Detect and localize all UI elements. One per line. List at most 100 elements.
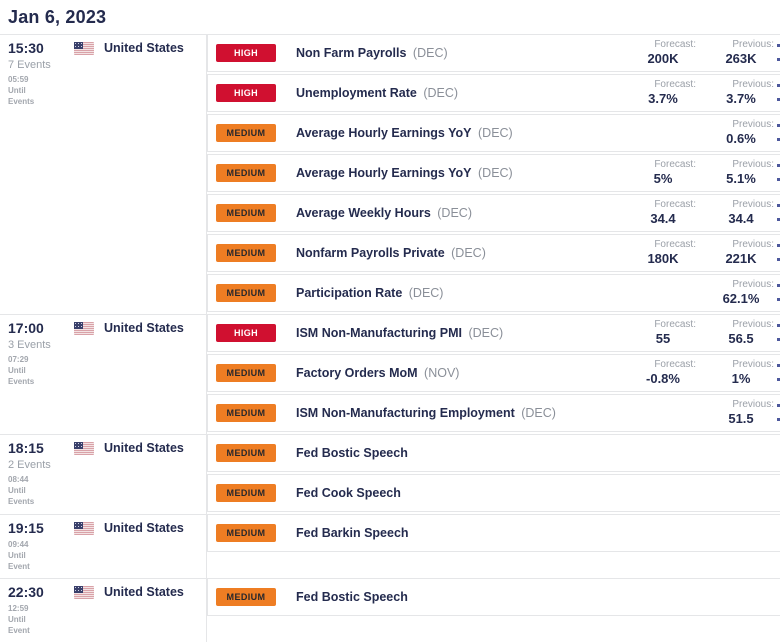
previous-cell: Previous: 56.5 (706, 319, 776, 346)
event-row[interactable]: MEDIUM Factory Orders MoM (NOV) Forecast… (207, 354, 780, 392)
importance-badge: MEDIUM (216, 204, 276, 222)
time-group: 15:30 United States 7 Events 05:59 Until… (0, 34, 780, 314)
time-row: 17:00 United States (8, 320, 198, 336)
forecast-cell: Forecast: 34.4 (628, 199, 698, 226)
importance-badge: MEDIUM (216, 124, 276, 142)
event-name: Non Farm Payrolls (296, 46, 407, 60)
forecast-value: 34.4 (650, 211, 676, 226)
event-period: (DEC) (517, 406, 556, 420)
group-until-1: Until (8, 615, 26, 624)
previous-value: 62.1% (722, 291, 760, 306)
event-row[interactable]: MEDIUM Average Hourly Earnings YoY (DEC)… (207, 114, 780, 152)
event-title[interactable]: Nonfarm Payrolls Private (DEC) (296, 246, 486, 260)
previous-value: 3.7% (726, 91, 756, 106)
previous-cell: Previous: 3.7% (706, 79, 776, 106)
event-period: (DEC) (405, 286, 444, 300)
forecast-cell: Forecast: -0.8% (628, 359, 698, 386)
event-row[interactable]: HIGH ISM Non-Manufacturing PMI (DEC) For… (207, 314, 780, 352)
event-name: Fed Bostic Speech (296, 590, 408, 604)
previous-cell: Previous: 263K (706, 39, 776, 66)
group-countdown: 08:44 (8, 475, 29, 484)
event-period: (DEC) (474, 166, 513, 180)
group-until-2: Event (8, 562, 30, 571)
event-title[interactable]: Non Farm Payrolls (DEC) (296, 46, 448, 60)
event-row[interactable]: MEDIUM Fed Bostic Speech (207, 578, 780, 616)
previous-value: 221K (725, 251, 757, 266)
event-title[interactable]: Fed Bostic Speech (296, 446, 408, 460)
group-time: 15:30 (8, 40, 44, 56)
importance-badge: MEDIUM (216, 588, 276, 606)
event-row[interactable]: MEDIUM Fed Cook Speech (207, 474, 780, 512)
previous-label: Previous: (732, 79, 774, 90)
event-title[interactable]: Fed Bostic Speech (296, 590, 408, 604)
flag-canton (74, 322, 83, 329)
time-cell: 18:15 United States 2 Events 08:44 Until… (0, 434, 207, 514)
event-title[interactable]: Participation Rate (DEC) (296, 286, 443, 300)
previous-label: Previous: (732, 359, 774, 370)
event-row[interactable]: MEDIUM ISM Non-Manufacturing Employment … (207, 394, 780, 432)
us-flag-icon (74, 522, 94, 535)
previous-cell: Previous: 221K (706, 239, 776, 266)
event-row[interactable]: HIGH Non Farm Payrolls (DEC) Forecast: 2… (207, 34, 780, 72)
event-row[interactable]: MEDIUM Fed Barkin Speech (207, 514, 780, 552)
group-countdown: 05:59 (8, 75, 29, 84)
event-title[interactable]: Average Weekly Hours (DEC) (296, 206, 472, 220)
event-cards: HIGH ISM Non-Manufacturing PMI (DEC) For… (207, 314, 780, 434)
group-countdown: 12:59 (8, 604, 29, 613)
us-flag-icon (74, 442, 94, 455)
forecast-value: 5% (653, 171, 673, 186)
previous-label: Previous: (732, 199, 774, 210)
page-header: Jan 6, 2023 (0, 0, 780, 34)
group-events-count: 7 Events (8, 59, 51, 71)
event-row[interactable]: MEDIUM Average Weekly Hours (DEC) Foreca… (207, 194, 780, 232)
group-until-1: Until (8, 86, 26, 95)
group-countdown: 07:29 (8, 355, 29, 364)
flag-canton (74, 586, 83, 593)
event-title[interactable]: Fed Barkin Speech (296, 526, 409, 540)
group-until-2: Events (8, 97, 35, 106)
event-period: (DEC) (464, 326, 504, 340)
event-row[interactable]: MEDIUM Fed Bostic Speech (207, 434, 780, 472)
event-period: (DEC) (474, 126, 513, 140)
group-events-count: 3 Events (8, 339, 51, 351)
time-cell: 19:15 United States 09:44 Until Event (0, 514, 207, 578)
forecast-value: 200K (647, 51, 679, 66)
event-title[interactable]: Fed Cook Speech (296, 486, 401, 500)
event-period: (DEC) (419, 86, 459, 100)
event-row[interactable]: MEDIUM Average Hourly Earnings YoY (DEC)… (207, 154, 780, 192)
previous-label: Previous: (732, 119, 774, 130)
importance-badge: MEDIUM (216, 524, 276, 542)
event-title[interactable]: ISM Non-Manufacturing PMI (DEC) (296, 326, 503, 340)
event-row[interactable]: MEDIUM Participation Rate (DEC) Previous… (207, 274, 780, 312)
forecast-cell: Forecast: 55 (628, 319, 698, 346)
group-until-2: Events (8, 377, 35, 386)
event-title[interactable]: Unemployment Rate (DEC) (296, 86, 458, 100)
forecast-cell: Forecast: 3.7% (628, 79, 698, 106)
group-country: United States (104, 321, 184, 335)
group-until-1: Until (8, 486, 26, 495)
event-name: Average Weekly Hours (296, 206, 431, 220)
page-title: Jan 6, 2023 (8, 7, 107, 27)
event-name: Nonfarm Payrolls Private (296, 246, 445, 260)
event-row[interactable]: HIGH Unemployment Rate (DEC) Forecast: 3… (207, 74, 780, 112)
forecast-label: Forecast: (654, 359, 696, 370)
event-row[interactable]: MEDIUM Nonfarm Payrolls Private (DEC) Fo… (207, 234, 780, 272)
forecast-value: 180K (647, 251, 679, 266)
group-countdown-block: 08:44 Until Events (8, 474, 198, 507)
event-title[interactable]: Average Hourly Earnings YoY (DEC) (296, 126, 513, 140)
time-group: 17:00 United States 3 Events 07:29 Until… (0, 314, 780, 434)
event-period: (NOV) (420, 366, 460, 380)
group-countdown-block: 05:59 Until Events (8, 74, 198, 107)
group-time: 19:15 (8, 520, 44, 536)
event-cards: MEDIUM Fed Bostic Speech MEDIUM Fed Cook… (207, 434, 780, 514)
event-title[interactable]: Average Hourly Earnings YoY (DEC) (296, 166, 513, 180)
forecast-cell: Forecast: 200K (628, 39, 698, 66)
forecast-label: Forecast: (654, 199, 696, 210)
group-countdown: 09:44 (8, 540, 29, 549)
event-title[interactable]: Factory Orders MoM (NOV) (296, 366, 459, 380)
event-title[interactable]: ISM Non-Manufacturing Employment (DEC) (296, 406, 556, 420)
time-cell: 22:30 United States 12:59 Until Event (0, 578, 207, 642)
group-country: United States (104, 521, 184, 535)
group-countdown-block: 09:44 Until Event (8, 539, 198, 572)
importance-badge: MEDIUM (216, 364, 276, 382)
